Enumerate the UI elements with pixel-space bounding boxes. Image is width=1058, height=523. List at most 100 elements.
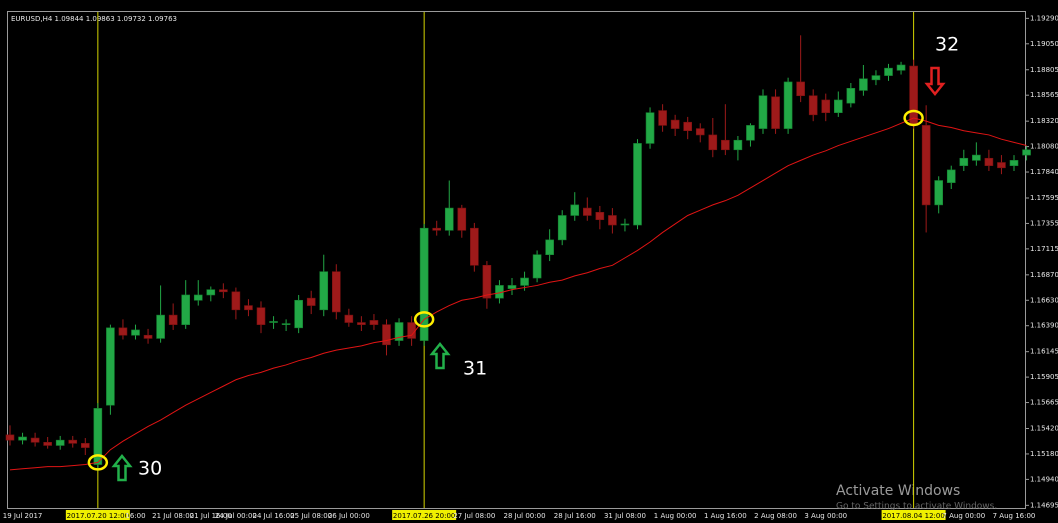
candle-body [846,88,856,104]
watermark: Activate Windows [836,483,960,499]
x-tick-label: 2017.07.20 12:00 [67,512,129,520]
candle-body [231,291,241,311]
signal-circle [87,454,109,471]
candle-body [482,264,492,299]
candle-body [55,439,65,446]
candle-body [645,112,655,144]
candle-body [93,408,103,465]
candle-body [181,294,190,325]
candle-body [219,289,228,293]
candle-body [5,434,15,441]
candle-body [357,322,366,325]
x-tick-label: 28 Jul 00:00 [504,512,546,520]
candle-body [896,64,906,71]
y-tick-label: 1.17840 [1030,168,1058,176]
candle-body [143,334,153,339]
y-tick-label: 1.18565 [1030,91,1058,99]
signal-circle [903,109,924,127]
candle-body [344,314,354,323]
candle-body [244,305,253,311]
candle-body [118,327,128,336]
candle-body [570,204,580,216]
x-tick-label: 19 Jul 2017 [3,512,43,520]
candle-body [156,314,165,339]
y-tick-label: 1.18805 [1030,66,1058,74]
candle-body [206,289,216,296]
x-tick-label: 16:00 [125,512,145,520]
candle-body [557,215,567,241]
candle-body [331,271,341,313]
chart-title: EURUSD,H4 1.09844 1.09863 1.09732 1.0976… [11,15,177,23]
y-tick-label: 1.19050 [1030,40,1058,48]
x-tick-label: 21 Jul 08:00 [152,512,194,520]
candle-body [532,254,542,279]
candle-body [545,239,554,256]
candle-body [193,294,203,301]
x-label-highlight [392,510,457,520]
candle-body [658,110,667,126]
candle-body [457,207,467,231]
candle-body [833,99,843,113]
candle-body [106,327,115,406]
candle-body [81,443,90,448]
x-tick-label: 2 Aug 08:00 [754,512,797,520]
candle-body [708,134,718,151]
candle-body [419,227,429,341]
candle-body [783,81,793,129]
candle-body [670,119,680,129]
x-label-highlight [881,510,946,520]
candle-body [821,99,831,113]
candle-body [319,271,329,311]
candle-body [921,125,931,206]
candle-body [1022,149,1031,156]
candle-body [168,314,178,325]
candle-body [68,439,78,444]
annotation: 31 [463,358,487,380]
y-tick-label: 1.16870 [1030,271,1058,279]
candle-body [43,441,52,446]
candle-body [946,169,956,183]
y-tick-label: 1.17595 [1030,194,1058,202]
y-tick-label: 1.14695 [1030,501,1058,509]
x-tick-label: 26 Jul 00:00 [328,512,370,520]
y-tick-label: 1.18320 [1030,117,1058,125]
candle-body [294,299,303,329]
annotation: 32 [935,34,959,56]
candle-body [369,320,379,325]
candle-body [884,67,893,76]
candle-body [808,95,818,116]
candle-body [771,96,780,129]
y-tick-label: 1.19290 [1030,14,1058,22]
signal-circle [413,311,435,328]
candle-body [18,436,27,441]
candle-body [281,323,291,325]
x-tick-label: 7 Aug 00:00 [942,512,985,520]
candle-body [984,157,994,166]
x-tick-label: 24 Jul 00:00 [215,512,257,520]
annotation: 30 [138,458,162,480]
candle-body [520,277,529,286]
y-tick-label: 1.17115 [1030,245,1058,253]
candle-body [934,180,944,206]
y-tick-label: 1.14940 [1030,475,1058,483]
candle-body [269,321,278,323]
y-tick-label: 1.18080 [1030,143,1058,151]
plot-frame [7,11,1026,509]
candle-body [746,125,755,141]
candle-body [733,139,743,151]
x-tick-label: 25 Jul 08:00 [290,512,332,520]
y-tick-label: 1.16390 [1030,322,1058,330]
candle-body [909,65,918,126]
x-tick-label: 3 Aug 00:00 [804,512,847,520]
candle-body [582,207,592,216]
candle-body [997,162,1006,169]
candle-body [507,285,517,289]
candle-body [972,154,981,161]
candle-body [620,223,630,226]
y-tick-label: 1.16630 [1030,296,1058,304]
x-tick-label: 21 Jul 16:00 [190,512,232,520]
candle-body [256,307,266,325]
